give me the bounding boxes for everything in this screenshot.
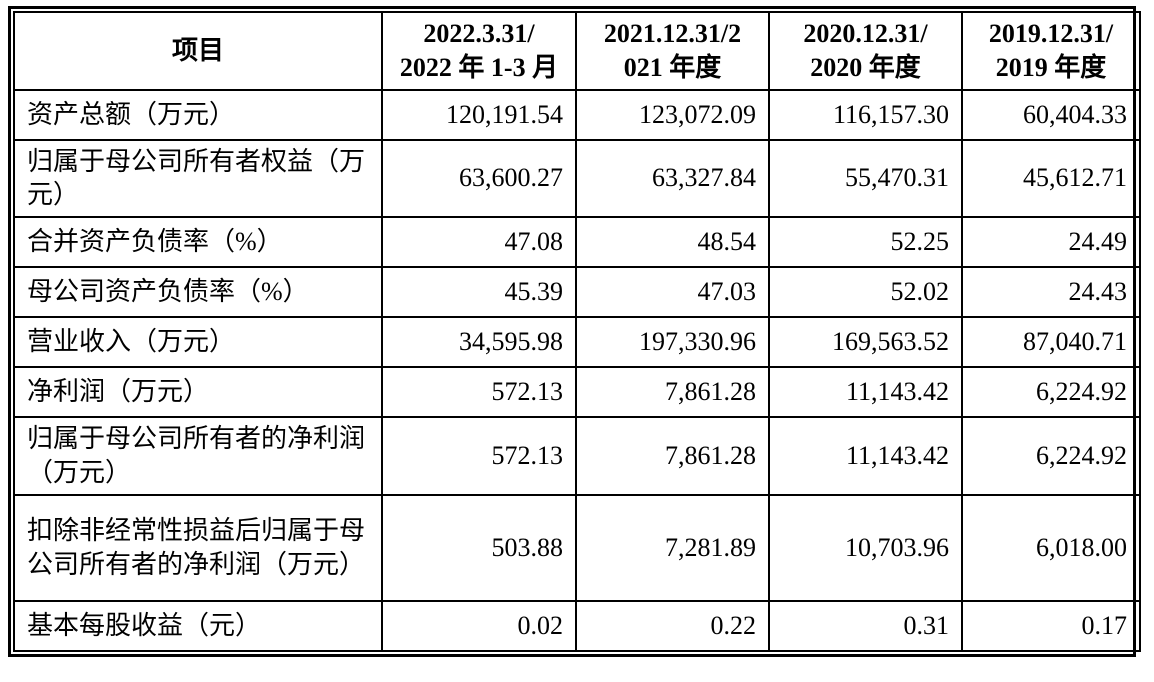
value-cell: 87,040.71 [961,316,1141,369]
row-label: 净利润（万元） [13,366,383,419]
value-cell: 11,143.42 [768,416,963,496]
value-cell: 572.13 [381,416,577,496]
financial-summary-table: 项目 2022.3.31/ 2022 年 1-3 月 2021.12.31/2 … [13,11,1141,652]
value-cell: 6,018.00 [961,493,1141,602]
row-label: 合并资产负债率（%） [13,216,383,269]
value-cell: 120,191.54 [381,88,577,141]
value-cell: 6,224.92 [961,366,1141,419]
value-cell: 24.43 [961,266,1141,319]
value-cell: 45,612.71 [961,138,1141,219]
table-row: 母公司资产负债率（%） 45.39 47.03 52.02 24.43 [13,266,1141,319]
value-cell: 0.31 [768,599,963,652]
row-label: 营业收入（万元） [13,316,383,369]
column-header-2020: 2020.12.31/ 2020 年度 [768,11,963,91]
value-cell: 24.49 [961,216,1141,269]
value-cell: 11,143.42 [768,366,963,419]
value-cell: 48.54 [575,216,770,269]
row-label: 扣除非经常性损益后归属于母公司所有者的净利润（万元） [13,493,383,602]
value-cell: 52.25 [768,216,963,269]
value-cell: 47.03 [575,266,770,319]
value-cell: 6,224.92 [961,416,1141,496]
value-cell: 52.02 [768,266,963,319]
row-label: 资产总额（万元） [13,88,383,141]
value-cell: 503.88 [381,493,577,602]
row-label: 归属于母公司所有者的净利润（万元） [13,416,383,496]
value-cell: 7,281.89 [575,493,770,602]
value-cell: 572.13 [381,366,577,419]
row-label: 归属于母公司所有者权益（万元） [13,138,383,219]
value-cell: 0.22 [575,599,770,652]
row-label: 基本每股收益（元） [13,599,383,652]
column-header-2021: 2021.12.31/2 021 年度 [575,11,770,91]
value-cell: 7,861.28 [575,416,770,496]
value-cell: 123,072.09 [575,88,770,141]
table-row: 合并资产负债率（%） 47.08 48.54 52.25 24.49 [13,216,1141,269]
value-cell: 10,703.96 [768,493,963,602]
table-row: 基本每股收益（元） 0.02 0.22 0.31 0.17 [13,599,1141,652]
value-cell: 60,404.33 [961,88,1141,141]
table-row: 净利润（万元） 572.13 7,861.28 11,143.42 6,224.… [13,366,1141,419]
value-cell: 116,157.30 [768,88,963,141]
column-header-item: 项目 [13,11,383,91]
row-label: 母公司资产负债率（%） [13,266,383,319]
value-cell: 63,327.84 [575,138,770,219]
column-header-2019: 2019.12.31/ 2019 年度 [961,11,1141,91]
table-row: 归属于母公司所有者权益（万元） 63,600.27 63,327.84 55,4… [13,138,1141,219]
value-cell: 169,563.52 [768,316,963,369]
value-cell: 47.08 [381,216,577,269]
value-cell: 0.17 [961,599,1141,652]
value-cell: 34,595.98 [381,316,577,369]
table-outer-frame: 项目 2022.3.31/ 2022 年 1-3 月 2021.12.31/2 … [8,6,1141,657]
value-cell: 7,861.28 [575,366,770,419]
table-row: 归属于母公司所有者的净利润（万元） 572.13 7,861.28 11,143… [13,416,1141,496]
value-cell: 55,470.31 [768,138,963,219]
table-row: 资产总额（万元） 120,191.54 123,072.09 116,157.3… [13,88,1141,141]
header-row: 项目 2022.3.31/ 2022 年 1-3 月 2021.12.31/2 … [13,11,1141,91]
value-cell: 63,600.27 [381,138,577,219]
value-cell: 45.39 [381,266,577,319]
value-cell: 197,330.96 [575,316,770,369]
table-row: 营业收入（万元） 34,595.98 197,330.96 169,563.52… [13,316,1141,369]
table-row: 扣除非经常性损益后归属于母公司所有者的净利润（万元） 503.88 7,281.… [13,493,1141,602]
value-cell: 0.02 [381,599,577,652]
column-header-2022: 2022.3.31/ 2022 年 1-3 月 [381,11,577,91]
